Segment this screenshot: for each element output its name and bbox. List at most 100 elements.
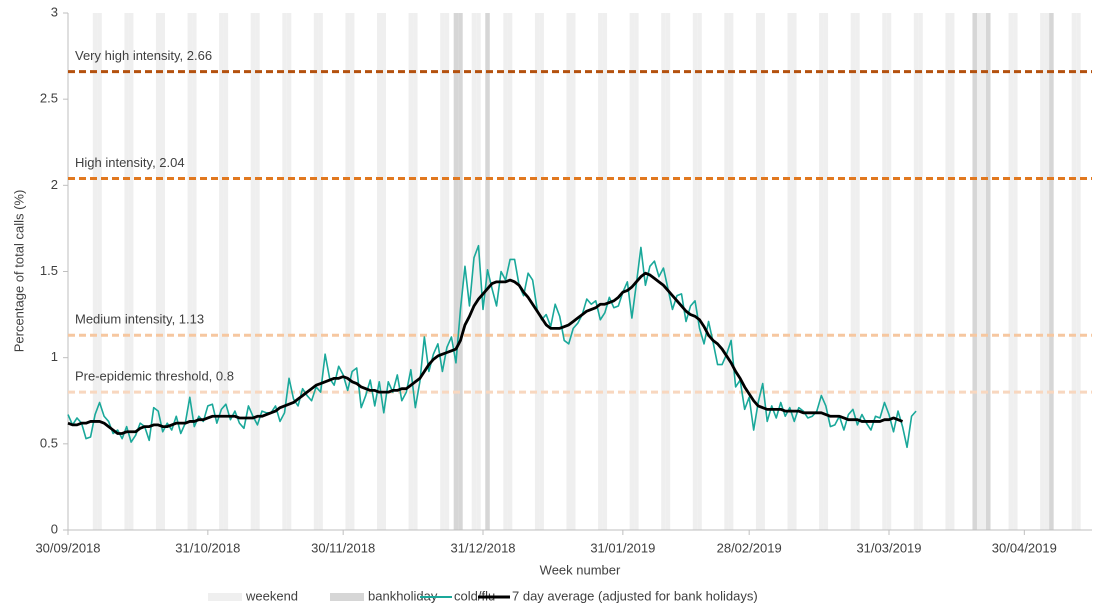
weekend-band (313, 13, 319, 530)
weekend-band (1071, 13, 1077, 530)
y-tick-label: 2 (51, 177, 58, 192)
threshold-label: Very high intensity, 2.66 (75, 48, 212, 63)
y-tick-label: 0.5 (40, 435, 58, 450)
x-tick-label: 31/03/2019 (856, 540, 921, 555)
x-tick-label: 30/09/2018 (35, 540, 100, 555)
y-axis-label: Percentage of total calls (%) (11, 190, 26, 353)
y-tick-label: 2.5 (40, 91, 58, 106)
weekend-band (1040, 13, 1045, 530)
threshold-label: Pre-epidemic threshold, 0.8 (75, 369, 234, 384)
weekend-band (949, 13, 955, 530)
weekend-band (440, 13, 445, 530)
weekend-band (1044, 13, 1050, 530)
weekend-band (945, 13, 950, 530)
legend-label: cold/flu (454, 588, 495, 603)
weekend-band (850, 13, 856, 530)
threshold-label: High intensity, 2.04 (75, 155, 185, 170)
weekend-band (97, 13, 102, 530)
weekend-band (471, 13, 477, 530)
weekend-band (602, 13, 608, 530)
weekend-band (1013, 13, 1018, 530)
legend-label: weekend (245, 588, 298, 603)
weekend-band (219, 13, 224, 530)
weekend-band (223, 13, 229, 530)
weekend-band (819, 13, 824, 530)
weekend-band (128, 13, 134, 530)
weekend-band (886, 13, 892, 530)
weekend-band (92, 13, 98, 530)
weekend-band (539, 13, 544, 530)
weekend-band (566, 13, 571, 530)
bankholiday-band (453, 13, 459, 530)
weekend-band (570, 13, 576, 530)
x-axis-label: Week number (540, 562, 621, 577)
weekend-band (1076, 13, 1081, 530)
weekend-band (187, 13, 193, 530)
weekend-band (760, 13, 765, 530)
weekend-band (692, 13, 698, 530)
weekend-band (345, 13, 350, 530)
weekend-band (724, 13, 729, 530)
weekend-band (665, 13, 671, 530)
y-tick-label: 3 (51, 4, 58, 19)
weekend-band (728, 13, 734, 530)
x-tick-label: 30/11/2018 (311, 540, 375, 555)
weekend-band (255, 13, 260, 530)
bankholiday-band (1049, 13, 1054, 530)
weekend-band (1008, 13, 1014, 530)
weekend-band (413, 13, 418, 530)
weekend-band (476, 13, 481, 530)
weekend-band (534, 13, 540, 530)
bankholiday-band (972, 13, 977, 530)
weekend-band (976, 13, 982, 530)
weekend-band (381, 13, 387, 530)
weekend-band (787, 13, 793, 530)
weekend-band (823, 13, 829, 530)
weekend-band (507, 13, 513, 530)
weekend-band (282, 13, 287, 530)
weekend-band (918, 13, 923, 530)
weekend-band (155, 13, 161, 530)
x-tick-label: 28/02/2019 (717, 540, 782, 555)
weekend-band (598, 13, 603, 530)
legend-label: bankholiday (368, 588, 438, 603)
threshold-label: Medium intensity, 1.13 (75, 312, 204, 327)
bands (92, 13, 1081, 530)
weekend-band (192, 13, 197, 530)
weekend-band (503, 13, 508, 530)
bankholiday-band (458, 13, 463, 530)
bankholiday-band (985, 13, 991, 530)
weekend-band (160, 13, 165, 530)
weekend-band (286, 13, 292, 530)
weekend-band (250, 13, 256, 530)
weekend-band (408, 13, 414, 530)
weekend-band (318, 13, 323, 530)
weekend-band (444, 13, 450, 530)
weekend-band (697, 13, 702, 530)
legend-swatch (208, 593, 242, 601)
x-tick-label: 31/12/2018 (450, 540, 515, 555)
y-tick-label: 1 (51, 349, 58, 364)
y-tick-label: 1.5 (40, 263, 58, 278)
x-tick-label: 31/01/2019 (590, 540, 655, 555)
weekend-band (913, 13, 919, 530)
weekend-band (629, 13, 635, 530)
weekend-band (855, 13, 860, 530)
weekend-band (792, 13, 797, 530)
x-tick-label: 31/10/2018 (175, 540, 240, 555)
x-tick-label: 30/04/2019 (992, 540, 1057, 555)
weekend-band (124, 13, 129, 530)
y-tick-label: 0 (51, 521, 58, 536)
weekend-band (882, 13, 887, 530)
weekend-band (634, 13, 639, 530)
series-line (67, 271, 904, 435)
series-line (67, 244, 917, 449)
weekend-band (755, 13, 761, 530)
legend-label: 7 day average (adjusted for bank holiday… (512, 588, 758, 603)
legend-swatch (330, 593, 364, 601)
weekend-band (377, 13, 382, 530)
weekend-band (349, 13, 355, 530)
weekend-band (981, 13, 986, 530)
